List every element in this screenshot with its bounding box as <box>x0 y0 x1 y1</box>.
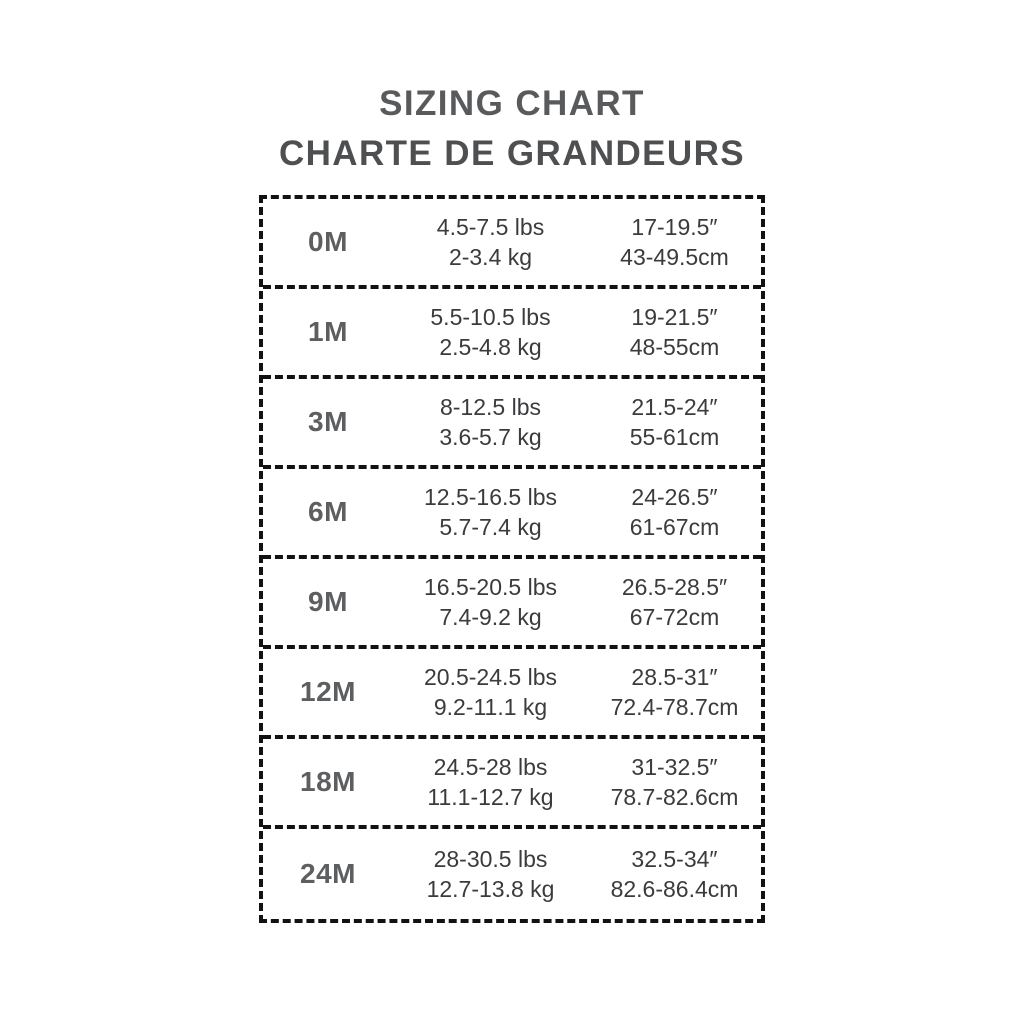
weight-kg: 12.7-13.8 kg <box>426 876 555 902</box>
weight-lbs: 4.5-7.5 lbs <box>436 214 545 240</box>
height-cell: 28.5-31″ 72.4-78.7cm <box>588 662 761 722</box>
height-cell: 19-21.5″ 48-55cm <box>588 302 761 362</box>
table-row: 0M 4.5-7.5 lbs 2-3.4 kg 17-19.5″ 43-49.5… <box>263 199 761 289</box>
height-cm: 82.6-86.4cm <box>610 876 739 902</box>
weight-kg: 9.2-11.1 kg <box>433 694 548 720</box>
weight-cell: 5.5-10.5 lbs 2.5-4.8 kg <box>393 302 588 362</box>
page-title-english: SIZING CHART <box>379 84 645 123</box>
height-cell: 26.5-28.5″ 67-72cm <box>588 572 761 632</box>
height-cell: 21.5-24″ 55-61cm <box>588 392 761 452</box>
weight-lbs: 28-30.5 lbs <box>433 846 548 872</box>
weight-cell: 24.5-28 lbs 11.1-12.7 kg <box>393 752 588 812</box>
height-cell: 31-32.5″ 78.7-82.6cm <box>588 752 761 812</box>
weight-cell: 20.5-24.5 lbs 9.2-11.1 kg <box>393 662 588 722</box>
size-label: 18M <box>300 766 356 797</box>
height-inches: 19-21.5″ <box>631 304 718 330</box>
weight-lbs: 5.5-10.5 lbs <box>430 304 551 330</box>
height-cell: 32.5-34″ 82.6-86.4cm <box>588 844 761 904</box>
page-title-french: CHARTE DE GRANDEURS <box>278 134 746 173</box>
table-row: 18M 24.5-28 lbs 11.1-12.7 kg 31-32.5″ 78… <box>263 739 761 829</box>
height-inches: 32.5-34″ <box>631 846 718 872</box>
height-cell: 17-19.5″ 43-49.5cm <box>588 212 761 272</box>
height-inches: 17-19.5″ <box>631 214 718 240</box>
height-cm: 43-49.5cm <box>620 244 729 270</box>
height-inches: 28.5-31″ <box>631 664 718 690</box>
height-cm: 61-67cm <box>629 514 720 540</box>
table-row: 3M 8-12.5 lbs 3.6-5.7 kg 21.5-24″ 55-61c… <box>263 379 761 469</box>
weight-cell: 8-12.5 lbs 3.6-5.7 kg <box>393 392 588 452</box>
size-label: 3M <box>308 406 348 437</box>
chart-title-block: SIZING CHART CHARTE DE GRANDEURS <box>0 82 1024 176</box>
table-row: 6M 12.5-16.5 lbs 5.7-7.4 kg 24-26.5″ 61-… <box>263 469 761 559</box>
height-cell: 24-26.5″ 61-67cm <box>588 482 761 542</box>
size-label: 0M <box>308 226 348 257</box>
table-row: 24M 28-30.5 lbs 12.7-13.8 kg 32.5-34″ 82… <box>263 829 761 919</box>
height-cm: 78.7-82.6cm <box>610 784 739 810</box>
height-inches: 26.5-28.5″ <box>621 574 728 600</box>
size-label: 9M <box>308 586 348 617</box>
size-label: 1M <box>308 316 348 347</box>
weight-kg: 2.5-4.8 kg <box>439 334 542 360</box>
height-inches: 21.5-24″ <box>631 394 718 420</box>
weight-kg: 2-3.4 kg <box>448 244 533 270</box>
table-row: 1M 5.5-10.5 lbs 2.5-4.8 kg 19-21.5″ 48-5… <box>263 289 761 379</box>
weight-kg: 7.4-9.2 kg <box>439 604 542 630</box>
weight-kg: 3.6-5.7 kg <box>439 424 542 450</box>
weight-cell: 4.5-7.5 lbs 2-3.4 kg <box>393 212 588 272</box>
sizing-table: 0M 4.5-7.5 lbs 2-3.4 kg 17-19.5″ 43-49.5… <box>259 195 765 923</box>
weight-lbs: 20.5-24.5 lbs <box>424 664 557 690</box>
weight-cell: 12.5-16.5 lbs 5.7-7.4 kg <box>393 482 588 542</box>
height-inches: 24-26.5″ <box>631 484 718 510</box>
weight-lbs: 12.5-16.5 lbs <box>424 484 557 510</box>
weight-cell: 28-30.5 lbs 12.7-13.8 kg <box>393 844 588 904</box>
height-cm: 55-61cm <box>629 424 720 450</box>
size-label: 12M <box>300 676 356 707</box>
table-row: 12M 20.5-24.5 lbs 9.2-11.1 kg 28.5-31″ 7… <box>263 649 761 739</box>
weight-kg: 11.1-12.7 kg <box>427 784 554 810</box>
height-inches: 31-32.5″ <box>631 754 718 780</box>
weight-lbs: 16.5-20.5 lbs <box>424 574 557 600</box>
table-row: 9M 16.5-20.5 lbs 7.4-9.2 kg 26.5-28.5″ 6… <box>263 559 761 649</box>
height-cm: 67-72cm <box>629 604 720 630</box>
weight-cell: 16.5-20.5 lbs 7.4-9.2 kg <box>393 572 588 632</box>
weight-lbs: 24.5-28 lbs <box>433 754 548 780</box>
size-label: 24M <box>300 858 356 889</box>
weight-kg: 5.7-7.4 kg <box>439 514 542 540</box>
height-cm: 48-55cm <box>629 334 720 360</box>
size-label: 6M <box>308 496 348 527</box>
weight-lbs: 8-12.5 lbs <box>439 394 541 420</box>
height-cm: 72.4-78.7cm <box>610 694 739 720</box>
